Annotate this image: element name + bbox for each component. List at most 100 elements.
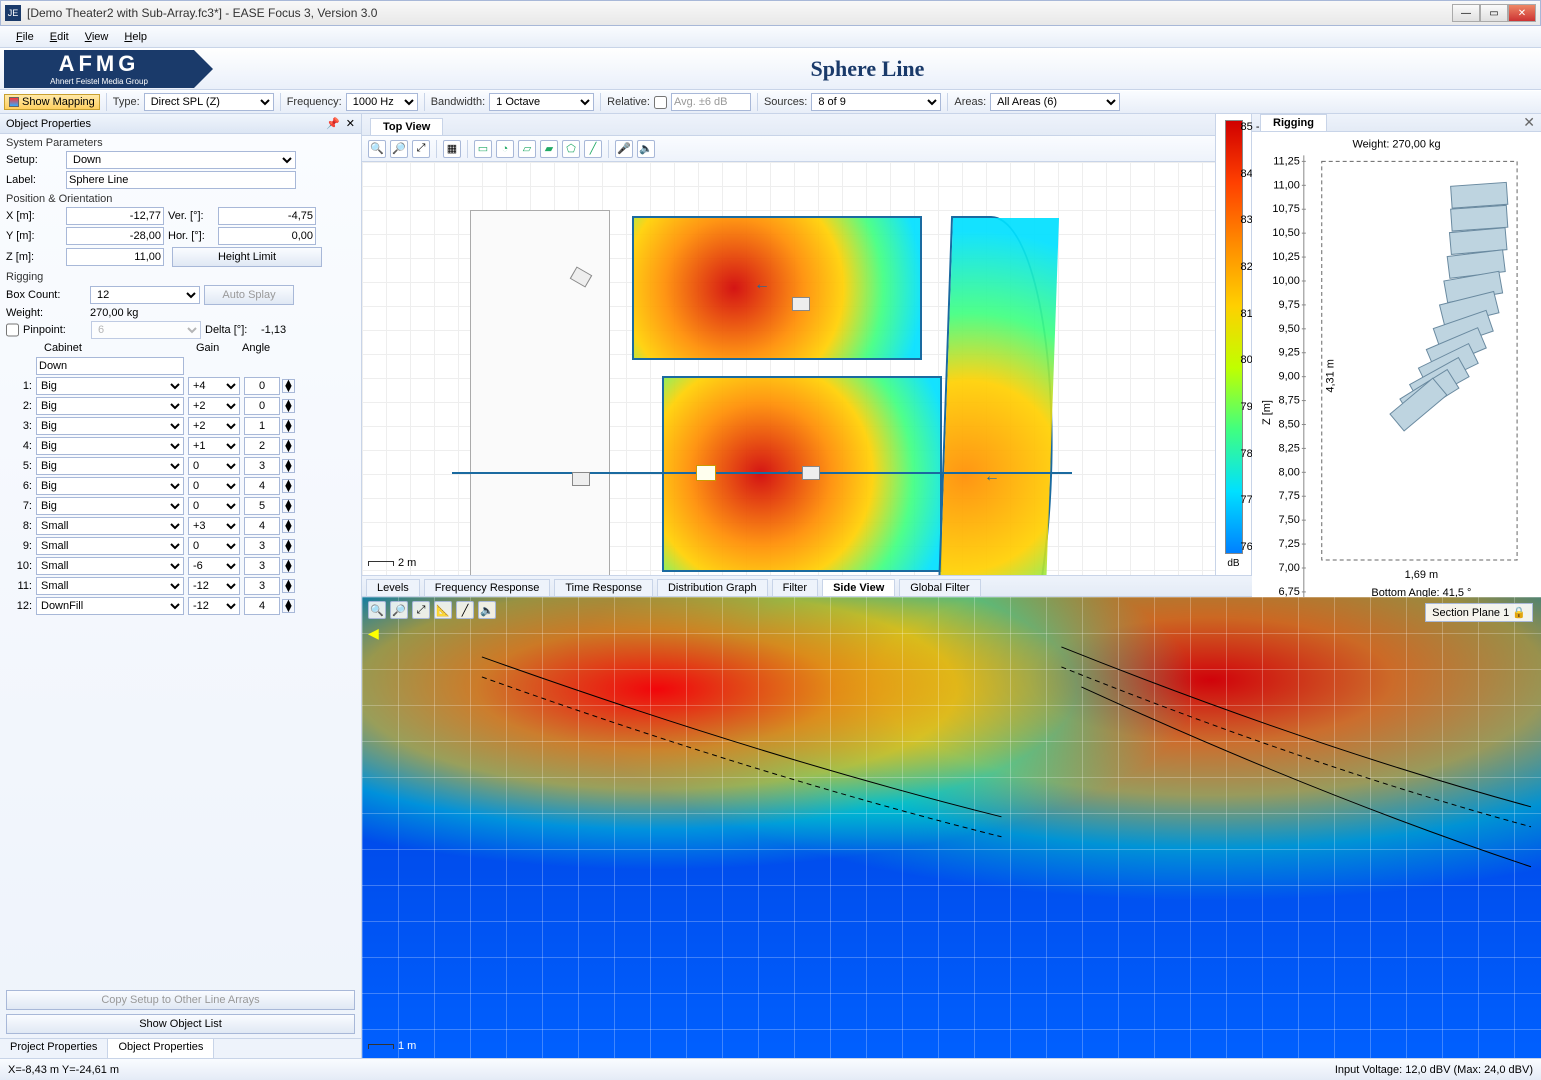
angle-stepper[interactable]: ▲▼ [282,579,295,593]
gain-select[interactable]: -12 [188,577,240,595]
tab-filter[interactable]: Filter [772,579,818,596]
cabinet-select[interactable]: Big [36,457,184,475]
tab-global-filter[interactable]: Global Filter [899,579,980,596]
source-marker[interactable] [572,472,590,486]
side-view-canvas[interactable]: 🔍 🔎 ⤢ 📐 ╱ 🔈 ◀ Section Plane 1 🔒 1 m [362,597,1541,1058]
sv-measure-icon[interactable]: 📐 [434,601,452,619]
cabinet-select[interactable]: Big [36,377,184,395]
gain-select[interactable]: -6 [188,557,240,575]
speaker-icon[interactable]: 🔈 [637,140,655,158]
menu-help[interactable]: Help [116,29,155,45]
angle-stepper[interactable]: ▲▼ [282,399,295,413]
sv-speaker-icon[interactable]: 🔈 [478,601,496,619]
cabinet-select[interactable]: DownFill [36,597,184,615]
gain-select[interactable]: +2 [188,397,240,415]
tab-time-response[interactable]: Time Response [554,579,653,596]
angle-stepper[interactable]: ▲▼ [282,599,295,613]
tab-distribution-graph[interactable]: Distribution Graph [657,579,768,596]
tab-object-properties[interactable]: Object Properties [108,1039,214,1058]
z-input[interactable] [66,248,164,266]
section-plane-label[interactable]: Section Plane 1 🔒 [1425,603,1533,622]
angle-stepper[interactable]: ▲▼ [282,439,295,453]
hor-input[interactable] [218,227,316,245]
source-marker-selected[interactable] [696,465,716,481]
shape-line-icon[interactable]: ╱ [584,140,602,158]
gain-select[interactable]: 0 [188,497,240,515]
cabinet-select[interactable]: Big [36,417,184,435]
shape-trap1-icon[interactable]: ▱ [518,140,536,158]
gain-select[interactable]: 0 [188,457,240,475]
sv-zoom-in-icon[interactable]: 🔍 [368,601,386,619]
ver-input[interactable] [218,207,316,225]
type-select[interactable]: Direct SPL (Z) [144,93,274,111]
label-input[interactable] [66,171,296,189]
sv-zoom-out-icon[interactable]: 🔎 [390,601,408,619]
rigging-tab[interactable]: Rigging [1260,114,1327,131]
cabinet-select[interactable]: Small [36,577,184,595]
shape-trap2-icon[interactable]: ▰ [540,140,558,158]
copy-setup-button[interactable]: Copy Setup to Other Line Arrays [6,990,355,1010]
shape-poly-icon[interactable]: ⬠ [562,140,580,158]
tab-project-properties[interactable]: Project Properties [0,1039,108,1058]
angle-stepper[interactable]: ▲▼ [282,539,295,553]
show-mapping-toggle[interactable]: Show Mapping [4,94,100,110]
zoom-in-icon[interactable]: 🔍 [368,140,386,158]
menu-file[interactable]: File [8,29,42,45]
angle-stepper[interactable]: ▲▼ [282,419,295,433]
frequency-select[interactable]: 1000 Hz [346,93,418,111]
cabinet-select[interactable]: Small [36,537,184,555]
angle-stepper[interactable]: ▲▼ [282,479,295,493]
pinpoint-select[interactable]: 6 [91,321,201,339]
top-view-canvas[interactable]: ← ← ← ← [362,162,1215,575]
cabinet-header-input[interactable] [36,357,184,375]
gain-select[interactable]: +1 [188,437,240,455]
menu-view[interactable]: View [77,29,117,45]
rigging-close-icon[interactable]: ✕ [1523,114,1535,131]
window-minimize-button[interactable]: — [1452,4,1480,22]
tab-levels[interactable]: Levels [366,579,420,596]
menu-edit[interactable]: Edit [42,29,77,45]
cabinet-select[interactable]: Small [36,517,184,535]
zoom-fit-icon[interactable]: ⤢ [412,140,430,158]
cabinet-select[interactable]: Big [36,477,184,495]
relative-checkbox[interactable] [654,96,667,109]
cabinet-select[interactable]: Big [36,437,184,455]
source-marker[interactable] [792,297,810,311]
sv-line-icon[interactable]: ╱ [456,601,474,619]
areas-select[interactable]: All Areas (6) [990,93,1120,111]
panel-close-icon[interactable]: ✕ [346,117,355,130]
shape-quarter-icon[interactable]: ◔ [496,140,514,158]
window-maximize-button[interactable]: ▭ [1480,4,1508,22]
gain-select[interactable]: 0 [188,477,240,495]
tab-side-view[interactable]: Side View [822,579,895,596]
cabinet-select[interactable]: Small [36,557,184,575]
angle-stepper[interactable]: ▲▼ [282,459,295,473]
angle-stepper[interactable]: ▲▼ [282,499,295,513]
gain-select[interactable]: +4 [188,377,240,395]
cabinet-select[interactable]: Big [36,397,184,415]
shape-rect-icon[interactable]: ▭ [474,140,492,158]
bandwidth-select[interactable]: 1 Octave [489,93,594,111]
show-object-list-button[interactable]: Show Object List [6,1014,355,1034]
window-close-button[interactable]: ✕ [1508,4,1536,22]
grid-icon[interactable]: ▦ [443,140,461,158]
source-marker[interactable] [802,466,820,480]
cabinet-select[interactable]: Big [36,497,184,515]
angle-stepper[interactable]: ▲▼ [282,379,295,393]
height-limit-button[interactable]: Height Limit [172,247,322,267]
top-view-tab[interactable]: Top View [370,118,443,135]
tab-frequency-response[interactable]: Frequency Response [424,579,551,596]
angle-stepper[interactable]: ▲▼ [282,519,295,533]
sv-zoom-fit-icon[interactable]: ⤢ [412,601,430,619]
auto-splay-button[interactable]: Auto Splay [204,285,294,305]
gain-select[interactable]: +3 [188,517,240,535]
pin-icon[interactable]: 📌 [326,117,340,130]
gain-select[interactable]: 0 [188,537,240,555]
y-input[interactable] [66,227,164,245]
x-input[interactable] [66,207,164,225]
box-count-select[interactable]: 12 [90,286,200,304]
pinpoint-checkbox[interactable] [6,321,19,339]
gain-select[interactable]: +2 [188,417,240,435]
zoom-out-icon[interactable]: 🔎 [390,140,408,158]
sources-select[interactable]: 8 of 9 [811,93,941,111]
